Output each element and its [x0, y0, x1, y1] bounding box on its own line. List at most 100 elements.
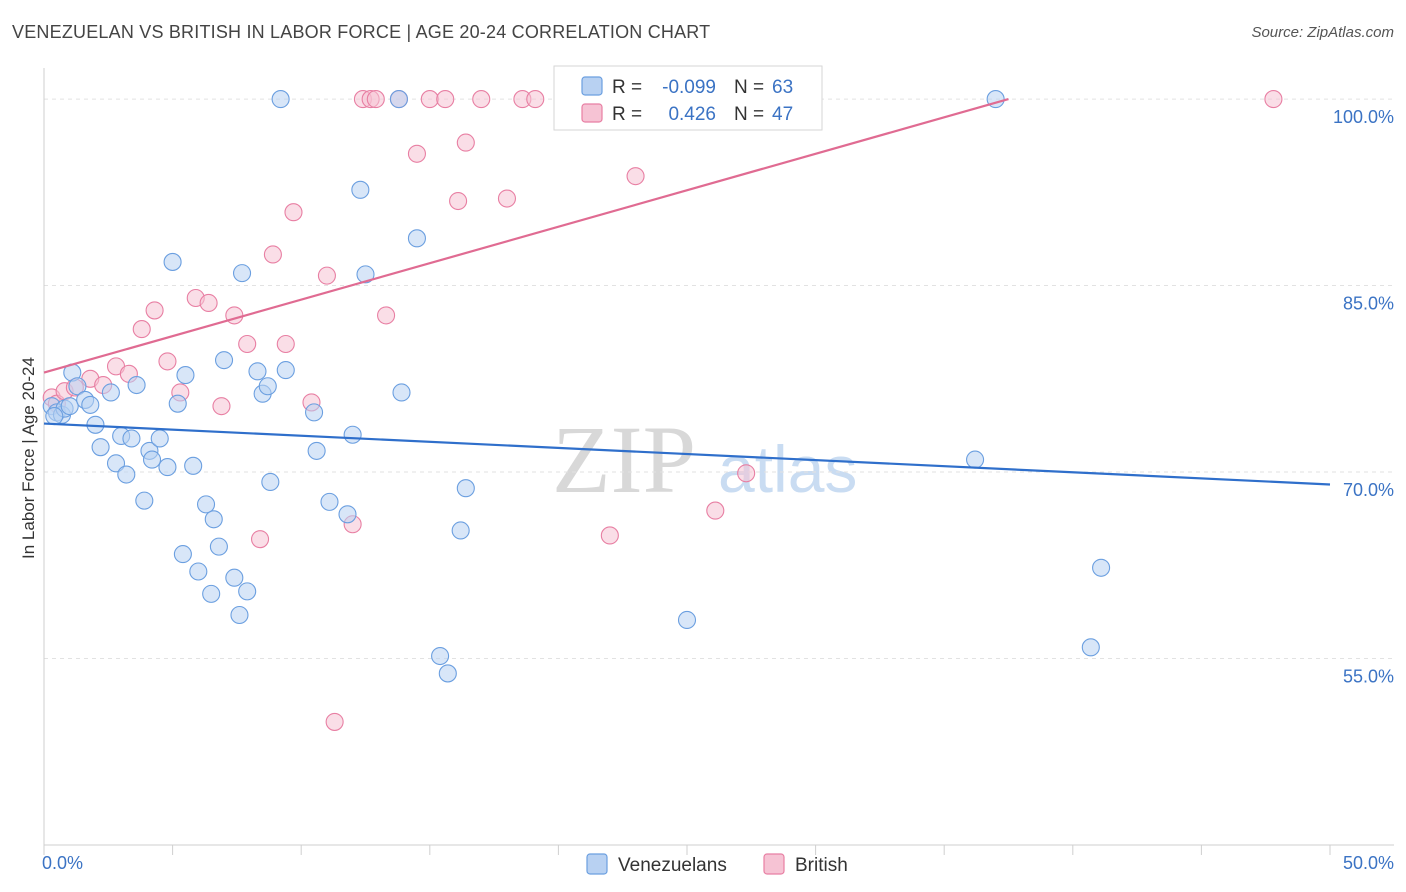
british-point-33	[449, 191, 468, 211]
venezuelan-point-36	[238, 582, 257, 601]
venezuelan-point-4	[60, 397, 79, 416]
x-tick-labels: 0.0% 50.0%	[42, 853, 1394, 873]
venezuelan-point-49	[356, 265, 375, 284]
venezuelan-point-60	[1081, 638, 1100, 657]
x-tick-label-0: 0.0%	[42, 853, 83, 873]
venezuelan-point-24	[173, 545, 192, 564]
british-point-18	[263, 245, 282, 264]
venezuelan-point-45	[320, 492, 339, 511]
legend-r-label-2: R =	[612, 104, 642, 125]
venezuelan-point-55	[451, 521, 470, 540]
legend-r-value-1: -0.099	[662, 77, 716, 98]
british-point-19	[276, 334, 295, 354]
british-point-32	[436, 90, 455, 109]
venezuelan-point-31	[209, 537, 228, 556]
venezuelan-point-44	[307, 441, 326, 460]
british-point-36	[497, 189, 517, 208]
venezuelan-point-48	[351, 180, 370, 199]
british-trendline	[43, 98, 1009, 374]
bottom-legend: Venezuelans British	[586, 853, 848, 876]
venezuelan-point-17	[135, 491, 154, 510]
venezuelan-point-14	[117, 465, 136, 484]
venezuelan-point-58	[966, 450, 985, 469]
british-point-14	[212, 397, 231, 416]
venezuelan-point-21	[158, 458, 177, 477]
venezuelan-point-25	[176, 366, 195, 385]
british-point-35	[472, 90, 491, 109]
british-point-9	[145, 301, 164, 320]
venezuelan-point-19	[142, 450, 162, 469]
legend-n-value-1: 63	[772, 77, 793, 98]
venezuelan-point-35	[232, 264, 252, 283]
y-tick-labels: 100.0% 85.0% 70.0% 55.0%	[1333, 107, 1394, 686]
x-tick-label-1: 50.0%	[1343, 853, 1394, 873]
british-point-17	[250, 530, 270, 549]
y-axis-label: In Labor Force | Age 20-24	[19, 357, 38, 559]
british-point-28	[377, 306, 396, 325]
legend-r-value-2: 0.426	[668, 104, 716, 125]
bottom-legend-swatch-british	[763, 853, 785, 875]
british-point-38	[526, 90, 545, 109]
venezuelan-point-28	[196, 495, 216, 514]
venezuelan-point-61	[1092, 558, 1111, 577]
venezuelan-point-53	[431, 646, 450, 666]
y-tick-label-0: 100.0%	[1333, 107, 1394, 127]
venezuelan-point-20	[150, 429, 169, 448]
y-tick-label-2: 70.0%	[1343, 480, 1394, 500]
british-point-22	[317, 266, 336, 285]
venezuelan-point-43	[305, 403, 324, 422]
venezuelan-point-46	[338, 505, 357, 524]
venezuelan-point-26	[184, 456, 203, 475]
source-label: Source: ZipAtlas.com	[1251, 24, 1394, 41]
legend: R = -0.099 N = 63 R = 0.426 N = 47	[553, 65, 823, 131]
venezuelan-point-33	[225, 568, 244, 587]
venezuelan-point-22	[163, 252, 182, 271]
british-point-41	[600, 526, 619, 545]
venezuelan-point-37	[248, 362, 267, 381]
legend-n-value-2: 47	[772, 104, 793, 125]
venezuelan-trendline	[43, 422, 1331, 486]
legend-n-label-2: N =	[734, 104, 764, 125]
venezuelan-point-40	[261, 472, 280, 492]
venezuelan-point-15	[122, 429, 141, 448]
bottom-legend-british: British	[795, 855, 848, 876]
venezuelan-point-16	[127, 375, 146, 395]
venezuelan-point-8	[81, 395, 100, 414]
venezuelan-point-57	[677, 610, 697, 630]
legend-n-label-1: N =	[734, 77, 764, 98]
british-point-31	[420, 90, 439, 109]
venezuelan-point-50	[389, 90, 408, 109]
british-point-13	[199, 293, 218, 313]
bottom-legend-venezuelans: Venezuelans	[618, 855, 727, 876]
venezuelan-point-47	[343, 425, 362, 444]
bottom-legend-swatch-venezuelans	[586, 853, 608, 875]
british-point-30	[407, 144, 426, 163]
british-point-44	[737, 464, 756, 483]
venezuelan-point-32	[214, 351, 234, 370]
venezuelan-point-6	[68, 377, 87, 396]
venezuelan-point-51	[392, 383, 411, 402]
british-point-20	[284, 203, 303, 222]
watermark: ZIP atlas	[552, 406, 857, 513]
venezuelan-point-54	[438, 664, 457, 683]
venezuelan-point-23	[168, 394, 187, 413]
gridlines	[44, 98, 1394, 660]
british-point-43	[706, 501, 725, 520]
venezuelan-point-29	[202, 584, 221, 603]
y-tick-label-1: 85.0%	[1343, 294, 1394, 314]
watermark-zip: ZIP	[552, 406, 696, 513]
x-ticks	[43, 845, 1331, 855]
legend-swatch-venezuelans	[581, 76, 603, 96]
british-point-27	[366, 90, 385, 109]
chart-title: VENEZUELAN VS BRITISH IN LABOR FORCE | A…	[12, 22, 711, 42]
venezuelan-point-62	[45, 407, 64, 426]
venezuelan-point-39	[258, 377, 277, 396]
venezuelan-point-52	[407, 229, 426, 248]
y-tick-label-3: 55.0%	[1343, 667, 1394, 687]
british-point-10	[158, 352, 177, 371]
legend-swatch-british	[581, 103, 603, 123]
british-point-8	[132, 320, 151, 339]
venezuelan-points	[42, 90, 1111, 683]
venezuelan-point-30	[204, 510, 223, 529]
